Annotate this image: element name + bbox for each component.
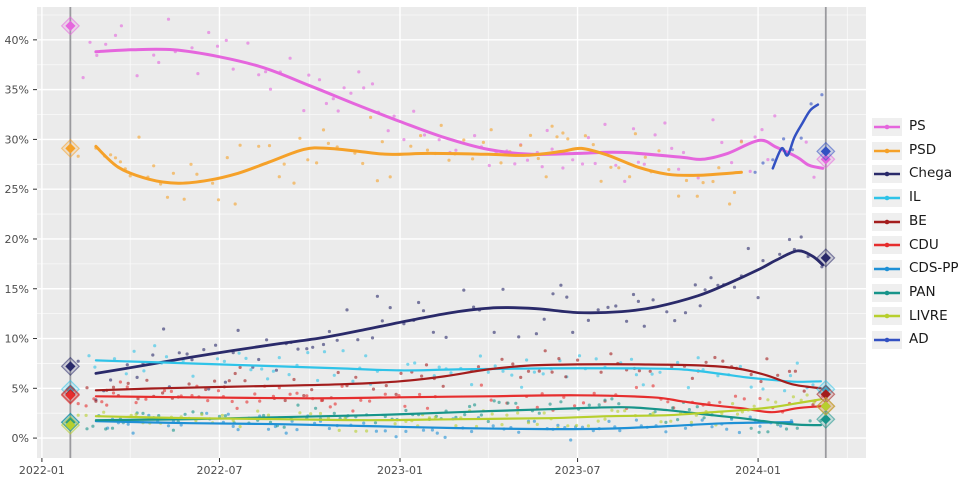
result-diamond-PSD-2022 [60,138,81,159]
legend-line-icon [872,259,902,278]
legend-label: IL [909,189,921,206]
legend-label: Chega [909,165,953,182]
legend-line-icon [872,188,902,207]
result-diamond-CDU-2022 [60,385,81,405]
axes: 0% 5% 10% 15% 20% 25% 30% 35% 40% 2022-01 2022-07 2… [5,34,782,477]
legend-item-chega: Chega [872,162,959,186]
legend-line-icon [872,117,902,136]
scatter-PS [81,17,816,183]
legend-line-icon [872,212,902,231]
trend-lines [94,47,825,431]
result-diamond-LIVRE-2022 [60,415,81,435]
y-tick-label: 35% [5,84,29,97]
y-tick-label: 10% [5,333,29,346]
y-tick-label: 15% [5,283,29,296]
trend-line-PAN [94,406,822,427]
legend-label: BE [909,212,927,229]
legend-line-icon [872,236,902,255]
legend-item-ps: PS [872,115,959,139]
y-tick-label: 5% [12,382,29,395]
legend-line-icon [872,307,902,326]
trend-line-CDU [94,394,822,414]
legend-item-cdu: CDU [872,233,959,257]
legend-label: AD [909,331,929,348]
y-tick-label: 25% [5,183,29,196]
legend-label: LIVRE [909,307,948,324]
trend-line-BE [94,363,822,392]
result-diamond-LIVRE-2024 [816,396,836,416]
trend-line-PSD [94,144,743,185]
legend-item-be: BE [872,210,959,234]
grid-minor [37,7,866,458]
x-tick-label: 2023-07 [555,464,601,477]
x-tick-label: 2022-07 [196,464,242,477]
legend-label: PSD [909,141,937,158]
trend-line-LIVRE [94,398,822,422]
grid-major [37,7,866,458]
result-diamond-AD-2024 [816,141,836,162]
result-diamond-PS-2022 [60,16,81,36]
result-diamond-PS-2024 [816,149,836,169]
legend-label: PS [909,118,926,135]
legend-label: CDS-PP [909,260,959,277]
x-tick-label: 2024-01 [735,464,781,477]
result-diamond-PAN-2024 [816,409,836,429]
legend-line-icon [872,331,902,350]
plot-panel [37,7,866,458]
y-tick-label: 20% [5,233,29,246]
trend-line-Chega [94,249,825,375]
scatter-LIVRE [76,393,816,433]
y-tick-label: 30% [5,133,29,146]
poll-scatter [76,17,825,442]
legend-item-cds-pp: CDS-PP [872,257,959,281]
legend-label: CDU [909,236,939,253]
legend-item-il: IL [872,186,959,210]
x-tick-label: 2022-01 [19,464,65,477]
x-tick-label: 2023-01 [377,464,423,477]
result-diamond-Chega-2022 [60,356,81,377]
legend-label: PAN [909,283,936,300]
trend-line-AD [771,103,820,170]
legend-line-icon [872,283,902,302]
legend-item-pan: PAN [872,281,959,305]
trend-line-IL [94,359,822,383]
legend-line-icon [872,165,902,184]
y-tick-label: 0% [12,432,29,445]
legend-line-icon [872,141,902,160]
chart-legend: PS PSD Chega IL BE CDU CDS-PP PAN LIVRE AD [872,115,959,352]
result-diamond-BE-2024 [816,384,836,404]
result-diamond-Chega-2024 [816,248,836,268]
election-result-markers [60,16,836,435]
legend-item-livre: LIVRE [872,305,959,329]
legend-item-ad: AD [872,328,959,352]
y-tick-label: 40% [5,34,29,47]
trend-line-CDS-PP [94,420,794,431]
legend-item-psd: PSD [872,139,959,163]
